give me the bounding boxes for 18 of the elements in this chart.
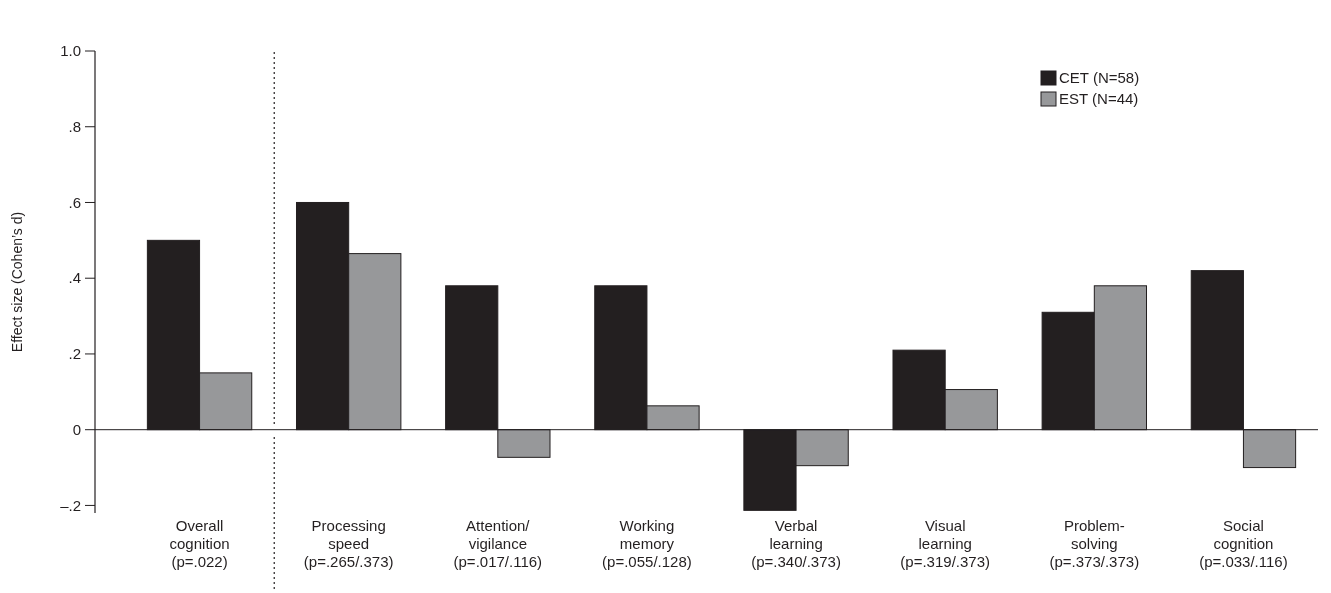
y-tick-label: .2: [68, 345, 81, 363]
y-tick-label: .6: [68, 193, 81, 211]
x-tick-label: Attention/ vigilance (p=.017/.116): [453, 517, 543, 570]
y-tick-label: 0: [72, 420, 81, 438]
legend-label: EST (N=44): [1059, 90, 1139, 108]
x-tick-label: Overall cognition (p=.022): [169, 517, 230, 570]
y-axis-title: Effect size (Cohen’s d): [9, 211, 25, 353]
y-tick-label: .4: [68, 269, 81, 287]
x-tick-label: Problem- solving (p=.373/.373): [1049, 517, 1140, 570]
x-tick-label: Working memory (p=.055/.128): [602, 517, 692, 570]
x-tick-label: Processing speed (p=.265/.373): [303, 517, 394, 570]
y-tick-label: .8: [68, 117, 81, 135]
legend-label: CET (N=58): [1059, 69, 1140, 87]
x-tick-label: Social cognition (p=.033/.116): [1199, 517, 1288, 570]
y-tick-label: –.2: [60, 496, 81, 514]
x-tick-label: Visual learning (p=.319/.373): [900, 517, 991, 570]
x-tick-label: Verbal learning (p=.340/.373): [751, 517, 841, 570]
y-tick-label: 1.0: [60, 42, 81, 60]
